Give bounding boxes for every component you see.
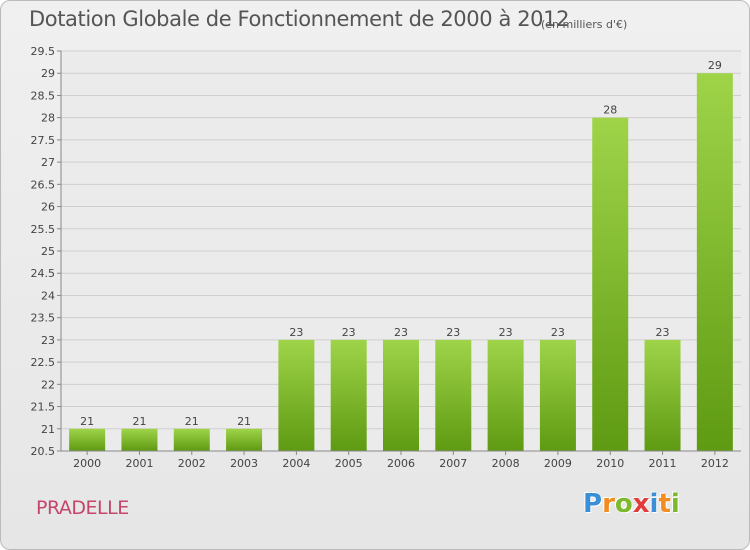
bar-2001[interactable] [121,428,158,451]
y-tick-label: 23.5 [31,312,56,325]
data-labels: 21 21 21 21 23 23 23 23 23 23 28 23 29 [80,59,722,428]
x-tick-label: 2000 [73,457,101,470]
bars [69,73,733,452]
bar-2004[interactable] [278,339,315,451]
y-tick-label: 23 [41,334,55,347]
y-tick-label: 24 [41,289,55,302]
logo-letter: o [614,489,633,519]
proxiti-logo[interactable]: Proxiti [583,489,680,519]
bar-2003[interactable] [226,428,263,451]
y-tick-label: 25.5 [31,223,56,236]
data-label: 23 [394,326,408,339]
logo-letter: i [670,489,680,519]
bar-2007[interactable] [435,339,472,451]
x-tick-label: 2003 [230,457,258,470]
data-label: 23 [499,326,513,339]
bar-2010[interactable] [592,117,629,452]
x-axis-ticks: 2000 2001 2002 2003 2004 2005 2006 2007 2008 2009… [73,451,729,470]
commune-name: PRADELLE [36,497,129,519]
logo-letter: r [602,489,615,519]
bar-2005[interactable] [330,339,367,451]
y-tick-label: 29 [41,67,55,80]
logo-letter: i [649,489,659,519]
y-tick-label: 29.5 [31,45,56,58]
y-tick-label: 20.5 [31,445,56,458]
bar-2008[interactable] [487,339,524,451]
x-tick-label: 2006 [387,457,415,470]
x-tick-label: 2007 [439,457,467,470]
data-label: 23 [289,326,303,339]
y-tick-label: 27.5 [31,134,56,147]
y-tick-label: 28 [41,112,55,125]
y-tick-label: 26.5 [31,178,56,191]
data-label: 29 [708,59,722,72]
y-tick-label: 26 [41,201,55,214]
x-tick-label: 2002 [178,457,206,470]
bar-2011[interactable] [644,339,681,451]
y-axis-ticks: 20.5 21 21.5 22 22.5 23 23.5 24 24.5 25 25.5 26 26.5… [31,45,61,458]
x-tick-label: 2011 [649,457,677,470]
y-tick-label: 28.5 [31,89,56,102]
data-label: 23 [551,326,565,339]
data-label: 21 [80,415,94,428]
x-tick-label: 2009 [544,457,572,470]
x-tick-label: 2005 [335,457,363,470]
y-tick-label: 21.5 [31,401,56,414]
y-tick-label: 25 [41,245,55,258]
logo-letter: x [632,489,650,519]
bar-2000[interactable] [69,428,106,451]
x-tick-label: 2004 [282,457,310,470]
data-label: 21 [185,415,199,428]
data-label: 23 [446,326,460,339]
y-tick-label: 21 [41,423,55,436]
x-tick-label: 2010 [596,457,624,470]
data-label: 28 [603,104,617,117]
logo-letter: P [583,489,603,519]
chart-title: Dotation Globale de Fonctionnement de 20… [29,7,570,31]
y-tick-label: 24.5 [31,267,56,280]
data-label: 23 [656,326,670,339]
bar-2012[interactable] [696,73,733,451]
logo-letter: t [658,489,671,519]
bar-2002[interactable] [173,428,210,451]
bar-2009[interactable] [539,339,576,451]
y-tick-label: 27 [41,156,55,169]
data-label: 21 [132,415,146,428]
chart-unit: (en milliers d'€) [541,18,628,31]
data-label: 23 [342,326,356,339]
y-tick-label: 22 [41,378,55,391]
x-tick-label: 2008 [492,457,520,470]
x-tick-label: 2012 [701,457,729,470]
bar-2006[interactable] [383,339,419,451]
x-tick-label: 2001 [125,457,153,470]
data-label: 21 [237,415,251,428]
y-tick-label: 22.5 [31,356,56,369]
